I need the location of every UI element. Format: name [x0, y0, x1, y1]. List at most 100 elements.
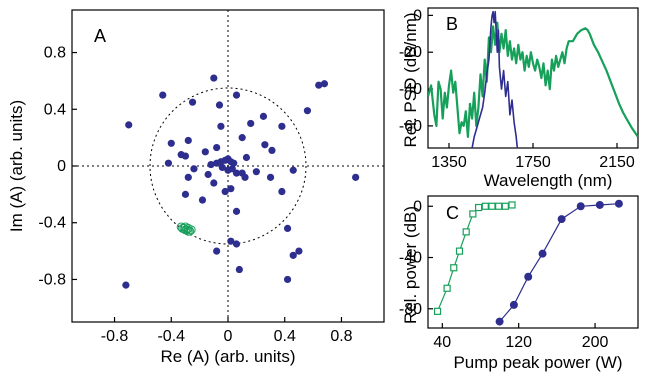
panel-a-blue-point: [266, 173, 275, 181]
panel-a-blue-point: [235, 265, 243, 274]
panel-a-blue-point: [261, 141, 269, 149]
panel-a-blue-point: [230, 159, 238, 167]
panel-a-y-tick-label: -0.8: [38, 271, 66, 288]
panel-c-green-marker: [469, 210, 477, 218]
panel-c: 40 120 200 0 -40 -80 C Pump peak power (W) Re…: [399, 195, 639, 372]
panel-a-blue-point: [181, 190, 190, 198]
panel-a-blue-point: [232, 240, 241, 248]
panel-c-ticks: 40 120 200 0 -40 -80: [399, 198, 609, 351]
panel-c-blue-marker: [614, 199, 623, 208]
panel-a-blue-point: [184, 136, 192, 145]
panel-a-blue-point: [289, 251, 297, 259]
panel-a-blue-point: [190, 165, 198, 173]
panel-a-blue-point: [259, 112, 268, 120]
panel-c-x-tick-label: 40: [433, 334, 451, 351]
panel-a-blue-point: [159, 91, 167, 99]
panel-a-blue-point: [283, 275, 292, 284]
panel-c-blue-marker: [576, 202, 585, 211]
panel-a-xlabel: Re (A) (arb. units): [160, 347, 295, 366]
panel-c-green-marker: [455, 247, 464, 255]
panel-a-x-tick-label: -0.8: [101, 328, 129, 345]
panel-a-blue-point: [352, 173, 360, 181]
panel-a-x-tick-label: 0: [224, 328, 233, 345]
panel-a-blue-point: [283, 224, 292, 232]
panel-c-green-marker: [481, 202, 489, 210]
panel-a-blue-point: [213, 247, 221, 255]
panel-b-lines: [428, 10, 638, 148]
panel-a-zero-lines: [72, 10, 384, 322]
panel-c-green-marker: [501, 202, 509, 210]
panel-a-y-tick-label: -0.4: [38, 215, 66, 232]
panel-a-blue-point: [232, 169, 241, 177]
panel-c-blue-marker: [538, 249, 547, 258]
panel-a-blue-point: [188, 98, 197, 106]
panel-a-blue-point: [221, 187, 229, 196]
panel-c-green-marker: [488, 202, 496, 210]
panel-b-xlabel: Wavelength (nm): [484, 171, 613, 190]
panel-a-blue-point: [184, 173, 192, 181]
panel-a-x-tick-label: 0.4: [274, 328, 296, 345]
panel-c-label: C: [446, 203, 459, 223]
panel-b-y-tick-label: 0: [413, 7, 422, 24]
panel-a-blue-point: [232, 91, 241, 99]
panel-a-blue-point: [198, 196, 207, 204]
panel-c-green-marker: [495, 202, 503, 210]
panel-a-blue-point: [167, 139, 175, 147]
panel-a-blue-point: [289, 166, 297, 174]
panel-a-reference-circle: [149, 87, 307, 245]
panel-b-y-tick-label: -60: [399, 118, 422, 135]
panel-a-blue-point: [201, 148, 209, 156]
panel-a-blue-point: [242, 153, 251, 162]
panel-a-blue-point: [125, 121, 133, 129]
panel-c-x-tick-label: 120: [505, 334, 532, 351]
panel-c-green-marker: [443, 284, 451, 292]
panel-b-ticks: 1350 1750 2150 0 -20 -40 -60: [399, 7, 635, 171]
panel-b-green-spectrum: [428, 21, 638, 138]
panel-a-blue-point: [241, 173, 249, 181]
panel-c-green-marker: [450, 264, 458, 272]
panel-b-y-tick-label: -20: [399, 44, 422, 61]
panel-a-x-tick-label: 0.8: [330, 328, 352, 345]
panel-c-frame: [427, 195, 639, 329]
panel-c-blue-marker: [524, 272, 533, 281]
panel-a-blue-point: [207, 160, 215, 169]
panel-c-green-marker: [474, 203, 483, 212]
panel-c-lines: [433, 199, 623, 326]
panel-a-blue-point: [204, 170, 212, 179]
panel-a-blue-point: [232, 207, 241, 215]
panel-c-blue-marker: [495, 317, 504, 326]
panel-a-blue-point: [315, 81, 323, 89]
panel-a-blue-point: [217, 122, 225, 130]
panel-b-x-tick-label: 1350: [431, 154, 467, 171]
panel-b-y-tick-label: -40: [399, 81, 422, 98]
panel-a: -0.8 -0.4 0 0.4 0.8 0.8 0.4 0 -0.4 -0.8 A Re (A) …: [7, 9, 385, 366]
panel-a-blue-point: [210, 179, 218, 187]
panel-b-label: B: [446, 14, 458, 34]
panel-b: 1350 1750 2150 0 -20 -40 -60 B Wavelength (nm)…: [399, 7, 639, 190]
panel-a-blue-point: [278, 187, 286, 196]
panel-c-y-tick-label: -40: [399, 250, 422, 267]
panel-c-xlabel: Pump peak power (W): [453, 353, 622, 372]
panel-a-blue-point: [122, 281, 130, 289]
panel-a-blue-point: [252, 168, 260, 176]
panel-a-blue-point: [278, 122, 286, 130]
panel-a-blue-point: [268, 146, 276, 154]
panel-a-blue-point: [320, 80, 329, 88]
panel-a-blue-point: [227, 185, 235, 193]
panel-a-blue-point: [247, 119, 255, 128]
panel-b-x-tick-label: 1750: [515, 154, 551, 171]
panel-a-blue-point: [210, 74, 218, 82]
panel-c-blue-marker: [595, 200, 604, 209]
panel-c-blue-marker: [557, 215, 566, 224]
panel-a-blue-point: [181, 152, 190, 160]
panel-a-unit-circle: [149, 87, 307, 245]
panel-c-blue-marker: [509, 300, 518, 309]
panel-a-y-tick-label: 0.4: [44, 101, 66, 118]
panel-a-blue-point: [213, 143, 221, 152]
panel-a-y-tick-label: 0.8: [44, 45, 66, 62]
panel-b-x-tick-label: 2150: [599, 154, 635, 171]
panel-a-x-tick-label: -0.4: [157, 328, 185, 345]
panel-a-blue-point: [238, 134, 246, 142]
panel-a-ticks: -0.8 -0.4 0 0.4 0.8 0.8 0.4 0 -0.4 -0.8: [38, 45, 352, 345]
